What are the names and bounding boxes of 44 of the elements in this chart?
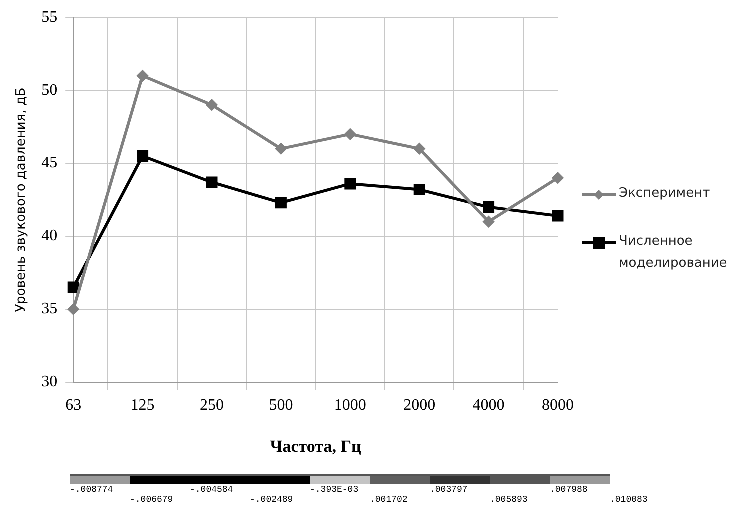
text: -.002489 [250, 495, 294, 505]
point [483, 202, 495, 214]
x-tick-label: 2000 [404, 397, 436, 414]
x-tick-label: 500 [269, 397, 294, 414]
text: .007988 [550, 485, 588, 495]
point [483, 216, 494, 228]
x-tick-label: 63 [66, 397, 82, 414]
x-axis-title: Частота, Гц [270, 437, 362, 456]
point [552, 210, 564, 222]
y-axis-title: Уровень звукового давления, дБ [14, 88, 30, 312]
text: .003797 [430, 485, 468, 495]
text: .010083 [610, 495, 648, 505]
x-tick-label: 1000 [334, 397, 366, 414]
x-tick-label: 8000 [542, 397, 574, 414]
text: .001702 [370, 495, 408, 505]
x-tick-label: 4000 [472, 397, 505, 414]
point [275, 197, 287, 209]
legend-label: Эксперимент [619, 185, 710, 203]
x-tick-label: 125 [130, 397, 155, 414]
point [68, 282, 80, 294]
y-tick-label: 45 [42, 154, 58, 172]
text: .005893 [490, 495, 528, 505]
text: -.004584 [190, 485, 234, 495]
point [414, 184, 426, 196]
text: -.393E-03 [310, 485, 359, 495]
point [206, 176, 218, 188]
y-tick-label: 40 [42, 228, 58, 245]
y-tick-label: 35 [42, 300, 58, 318]
point [344, 128, 356, 140]
point [414, 143, 426, 154]
point [552, 172, 564, 184]
x-tick-label: 250 [200, 397, 224, 414]
point [344, 178, 356, 190]
point [68, 304, 80, 315]
text: -.006679 [130, 495, 174, 505]
point [276, 143, 287, 154]
text: -.008774 [70, 485, 114, 495]
point [137, 150, 149, 162]
y-tick-label: 30 [42, 374, 58, 391]
point [206, 100, 218, 111]
y-tick-label: 55 [42, 8, 58, 26]
y-tick-label: 50 [42, 82, 58, 99]
legend-label: Численное моделирование [619, 233, 728, 273]
point [137, 70, 148, 82]
